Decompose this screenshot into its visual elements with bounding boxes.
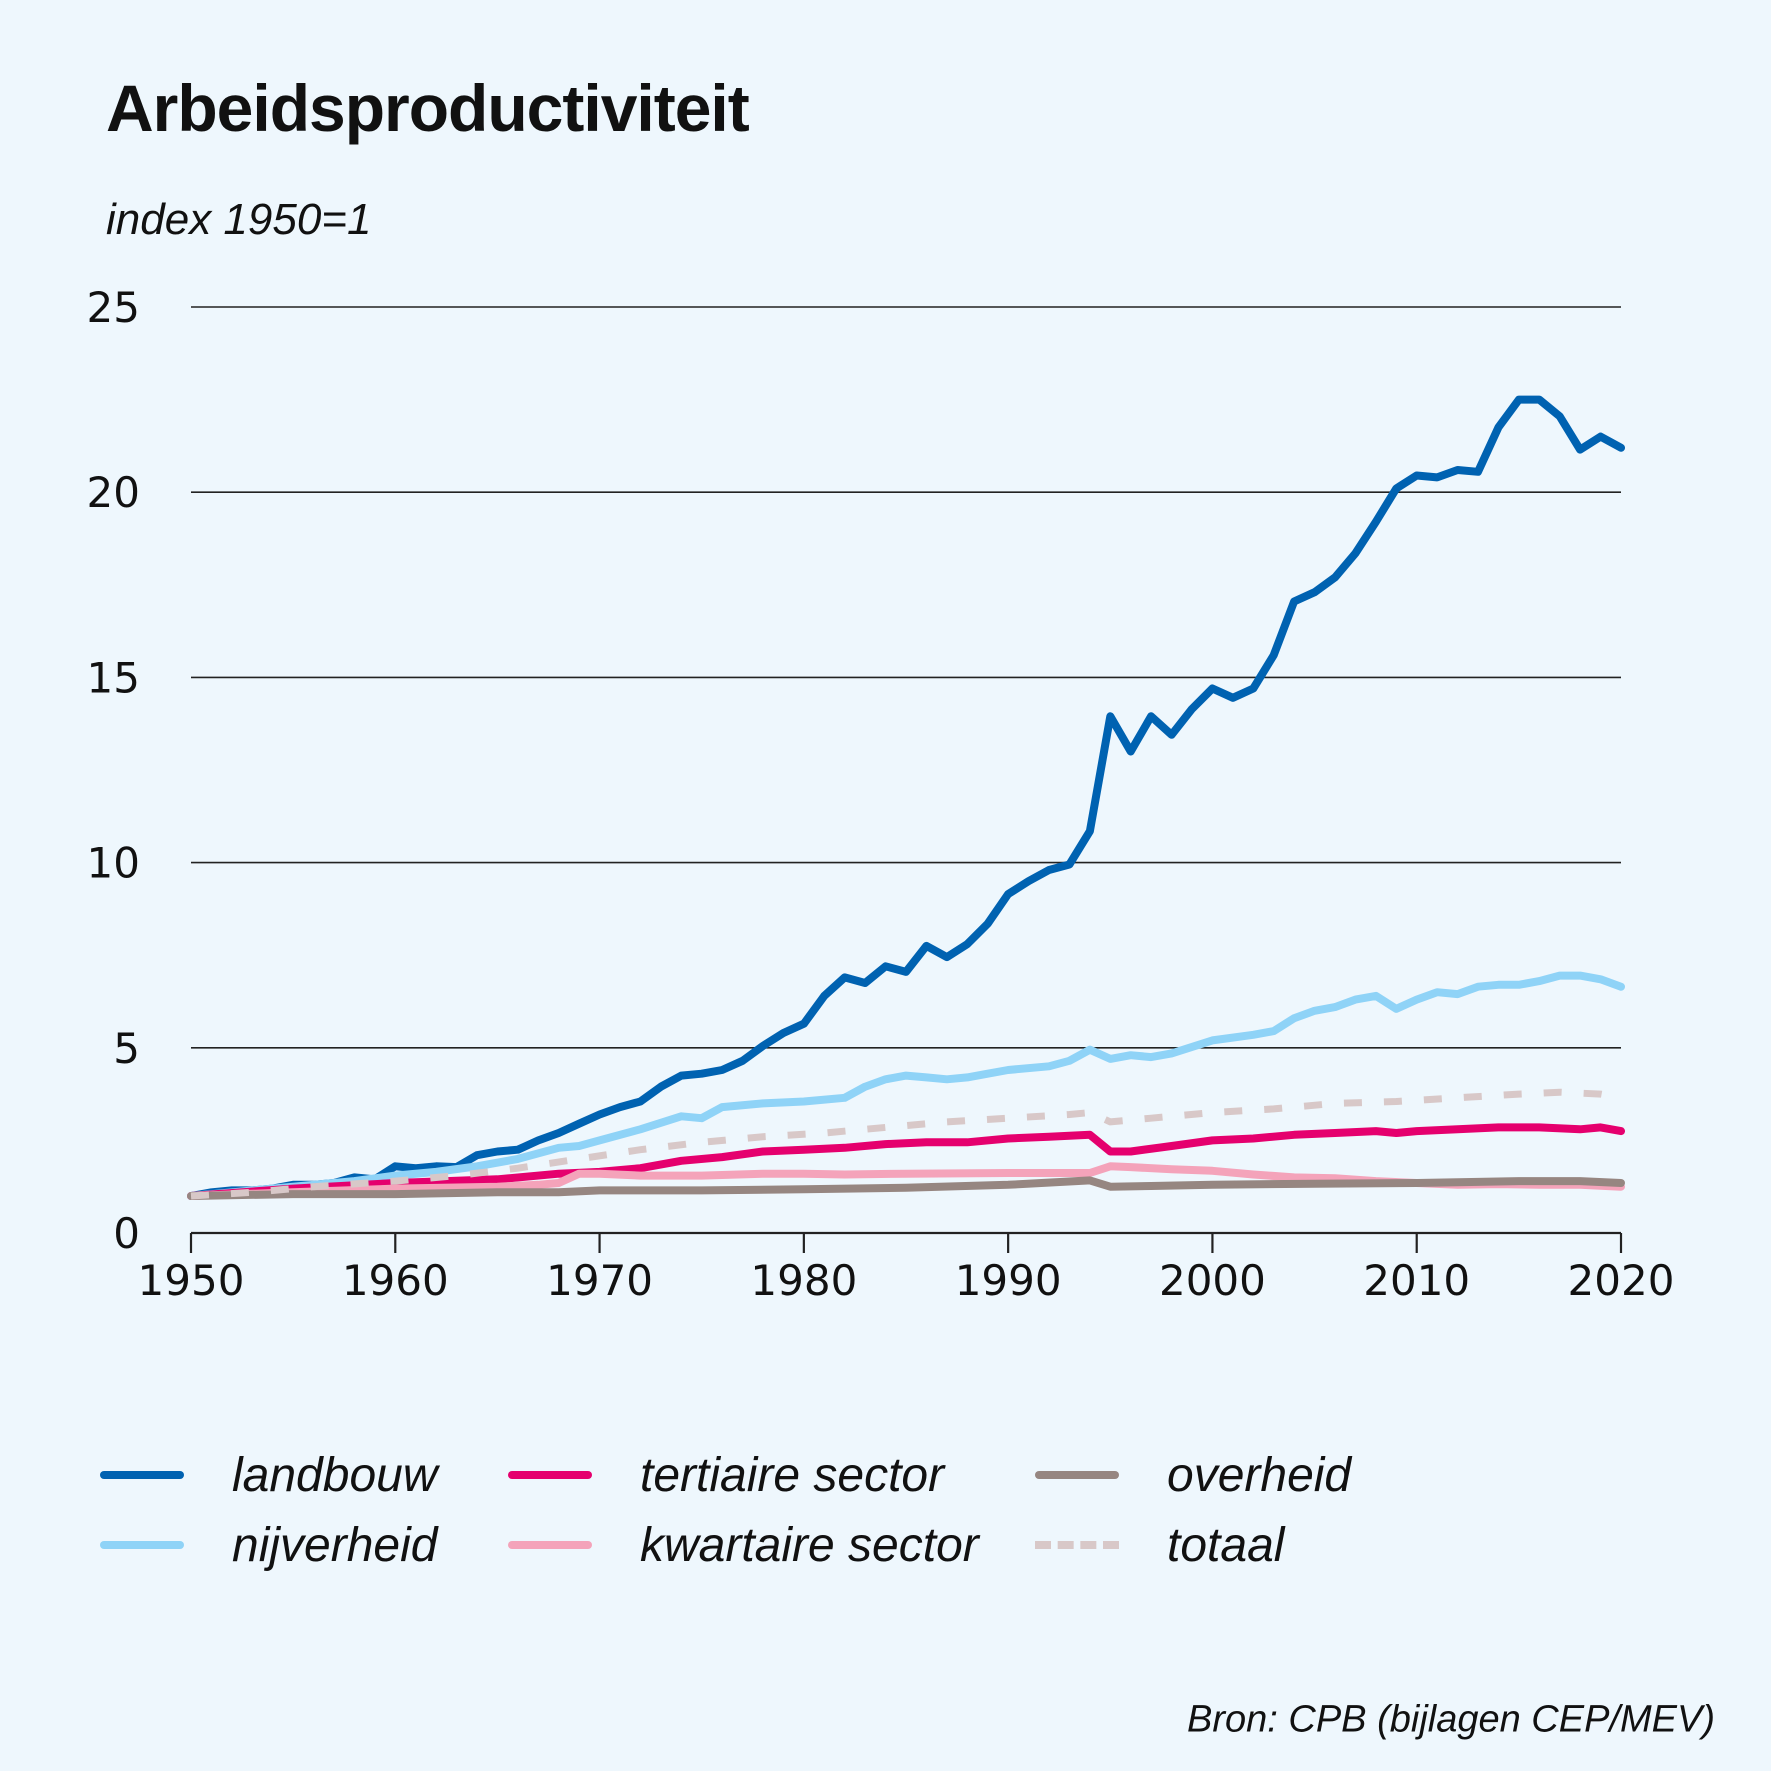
series-line-nijverheid: [187, 971, 1625, 1200]
series-line-landbouw: [187, 395, 1625, 1200]
y-tick-label: 25: [87, 283, 140, 332]
x-tick-label: 2010: [1363, 1256, 1470, 1305]
legend-label: nijverheid: [232, 1518, 438, 1572]
legend-label: kwartaire sector: [640, 1518, 979, 1572]
series-line-totaal: [190, 1088, 1622, 1200]
legend: landbouw nijverheid tertiaire sector kwarta…: [100, 1440, 1500, 1620]
series-line-overheid: [187, 1176, 1625, 1200]
legend-item-tertiaire-sector: tertiaire sector: [508, 1440, 944, 1510]
legend-swatch: [508, 1471, 592, 1479]
y-tick-label: 0: [113, 1209, 140, 1258]
legend-label: landbouw: [232, 1448, 438, 1502]
legend-item-nijverheid: nijverheid: [100, 1510, 437, 1580]
legend-swatch: [100, 1541, 184, 1549]
source-note: Bron: CPB (bijlagen CEP/MEV): [1187, 1698, 1715, 1741]
legend-item-overheid: overheid: [1035, 1440, 1351, 1510]
y-tick-label: 20: [87, 468, 140, 517]
legend-swatch: [508, 1541, 592, 1549]
y-axis-label: index 1950=1: [106, 195, 372, 244]
x-tick-label: 1980: [750, 1256, 857, 1305]
legend-item-kwartaire-sector: kwartaire sector: [508, 1510, 979, 1580]
legend-label: tertiaire sector: [640, 1448, 945, 1502]
x-tick-label: 2020: [1568, 1256, 1675, 1305]
legend-swatch: [1035, 1471, 1119, 1479]
y-tick-label: 10: [87, 839, 140, 888]
legend-swatch: [1035, 1541, 1119, 1549]
x-tick-label: 1990: [955, 1256, 1062, 1305]
x-tick-label: 1950: [138, 1256, 245, 1305]
legend-item-totaal: totaal: [1035, 1510, 1284, 1580]
y-tick-label: 5: [113, 1024, 140, 1073]
legend-item-landbouw: landbouw: [100, 1440, 438, 1510]
legend-label: totaal: [1167, 1518, 1285, 1572]
legend-swatch: [100, 1471, 184, 1479]
chart-title: Arbeidsproductiviteit: [106, 71, 750, 145]
legend-label: overheid: [1167, 1448, 1352, 1502]
x-tick-label: 1960: [342, 1256, 449, 1305]
x-tick-label: 1970: [546, 1256, 653, 1305]
y-tick-label: 15: [87, 653, 140, 702]
x-tick-label: 2000: [1159, 1256, 1266, 1305]
series-line-tertiaire-sector: [187, 1123, 1625, 1200]
